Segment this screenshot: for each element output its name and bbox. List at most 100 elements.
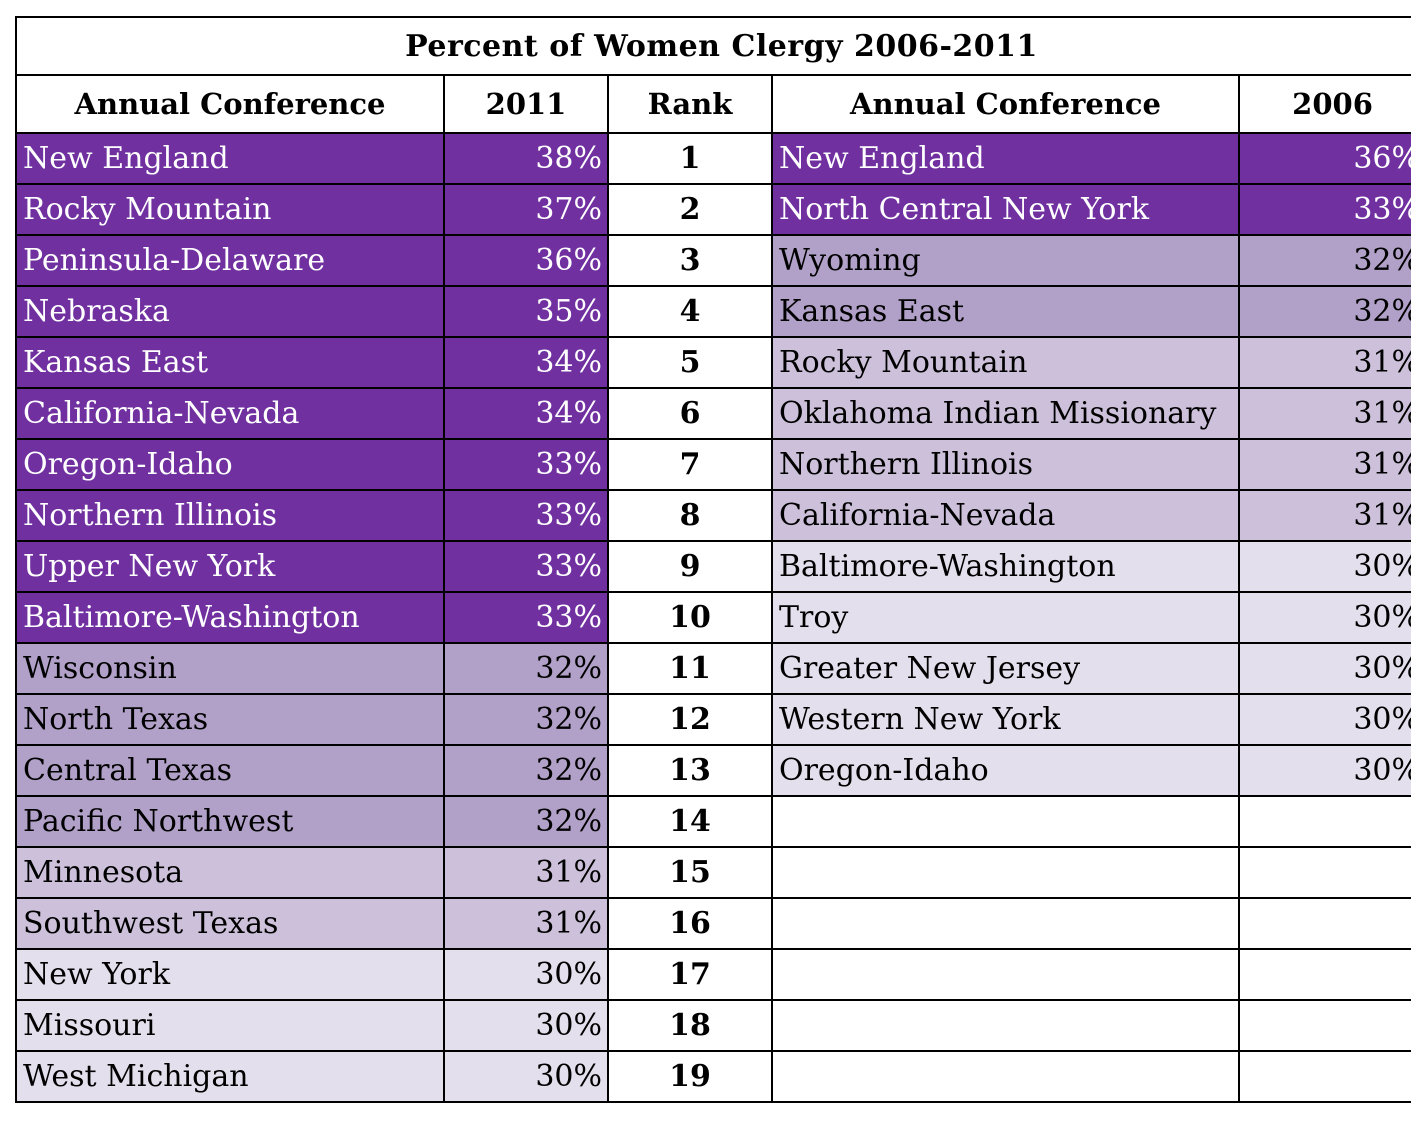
conference-2011-cell: California-Nevada — [15, 387, 445, 440]
percent-2006-cell: 30% — [1237, 540, 1411, 593]
conference-2011-cell: Nebraska — [15, 285, 445, 338]
percent-2011-cell: 33% — [443, 540, 609, 593]
rank-cell: 9 — [607, 540, 773, 593]
conference-2011-cell: Central Texas — [15, 744, 445, 797]
rank-cell: 3 — [607, 234, 773, 287]
rank-cell: 15 — [607, 846, 773, 899]
conference-2011-cell: West Michigan — [15, 1050, 445, 1103]
rank-cell: 14 — [607, 795, 773, 848]
conference-2006-cell — [771, 1050, 1240, 1103]
rank-cell: 6 — [607, 387, 773, 440]
conference-2006-cell: Kansas East — [771, 285, 1240, 338]
percent-2011-cell: 33% — [443, 438, 609, 491]
conference-2006-cell — [771, 948, 1240, 1001]
rank-cell: 1 — [607, 132, 773, 185]
rank-cell: 18 — [607, 999, 773, 1052]
percent-2006-cell — [1237, 897, 1411, 950]
conference-2006-cell: Northern Illinois — [771, 438, 1240, 491]
conference-2011-cell: Southwest Texas — [15, 897, 445, 950]
rank-cell: 7 — [607, 438, 773, 491]
percent-2006-cell: 30% — [1237, 642, 1411, 695]
table-row: Pacific Northwest 32% 14 — [15, 795, 1411, 848]
percent-2011-cell: 32% — [443, 795, 609, 848]
conference-2011-cell: Northern Illinois — [15, 489, 445, 542]
conference-2011-cell: Peninsula-Delaware — [15, 234, 445, 287]
header-annual-conference-2006: Annual Conference — [771, 74, 1240, 134]
header-annual-conference-2011: Annual Conference — [15, 74, 445, 134]
percent-2011-cell: 33% — [443, 489, 609, 542]
percent-2011-cell: 32% — [443, 744, 609, 797]
percent-2011-cell: 37% — [443, 183, 609, 236]
conference-2011-cell: Upper New York — [15, 540, 445, 593]
percent-2011-cell: 36% — [443, 234, 609, 287]
conference-2011-cell: Rocky Mountain — [15, 183, 445, 236]
conference-2011-cell: New England — [15, 132, 445, 185]
rank-cell: 4 — [607, 285, 773, 338]
table-row: Missouri 30% 18 — [15, 999, 1411, 1052]
table-row: Southwest Texas 31% 16 — [15, 897, 1411, 950]
conference-2006-cell: Rocky Mountain — [771, 336, 1240, 389]
percent-2006-cell — [1237, 846, 1411, 899]
percent-2011-cell: 30% — [443, 948, 609, 1001]
conference-2006-cell: New England — [771, 132, 1240, 185]
conference-2006-cell: Baltimore-Washington — [771, 540, 1240, 593]
percent-2006-cell — [1237, 1050, 1411, 1103]
percent-2006-cell: 31% — [1237, 387, 1411, 440]
header-rank: Rank — [607, 74, 773, 134]
conference-2006-cell: Western New York — [771, 693, 1240, 746]
conference-2011-cell: Missouri — [15, 999, 445, 1052]
conference-2006-cell: California-Nevada — [771, 489, 1240, 542]
conference-2011-cell: New York — [15, 948, 445, 1001]
percent-2011-cell: 34% — [443, 387, 609, 440]
rank-cell: 8 — [607, 489, 773, 542]
rank-cell: 2 — [607, 183, 773, 236]
conference-2006-cell: North Central New York — [771, 183, 1240, 236]
rank-cell: 5 — [607, 336, 773, 389]
conference-2011-cell: North Texas — [15, 693, 445, 746]
percent-2011-cell: 38% — [443, 132, 609, 185]
table-row: New York 30% 17 — [15, 948, 1411, 1001]
percent-2011-cell: 35% — [443, 285, 609, 338]
percent-2006-cell: 30% — [1237, 744, 1411, 797]
rank-cell: 16 — [607, 897, 773, 950]
table-row: West Michigan 30% 19 — [15, 1050, 1411, 1103]
conference-2006-cell — [771, 999, 1240, 1052]
header-row: Annual Conference 2011 Rank Annual Confe… — [15, 74, 1411, 134]
rank-cell: 11 — [607, 642, 773, 695]
conference-2006-cell: Oregon-Idaho — [771, 744, 1240, 797]
conference-2011-cell: Pacific Northwest — [15, 795, 445, 848]
percent-2011-cell: 34% — [443, 336, 609, 389]
conference-2011-cell: Oregon-Idaho — [15, 438, 445, 491]
conference-2011-cell: Minnesota — [15, 846, 445, 899]
header-2006: 2006 — [1237, 74, 1411, 134]
table-row: Upper New York 33% 9 Baltimore-Washington 30… — [15, 540, 1411, 593]
conference-2006-cell: Greater New Jersey — [771, 642, 1240, 695]
percent-2011-cell: 32% — [443, 642, 609, 695]
conference-2006-cell — [771, 846, 1240, 899]
percent-2011-cell: 30% — [443, 1050, 609, 1103]
conference-2011-cell: Wisconsin — [15, 642, 445, 695]
table-row: Minnesota 31% 15 — [15, 846, 1411, 899]
conference-2011-cell: Kansas East — [15, 336, 445, 389]
percent-2006-cell: 32% — [1237, 285, 1411, 338]
percent-2011-cell: 33% — [443, 591, 609, 644]
conference-2011-cell: Baltimore-Washington — [15, 591, 445, 644]
title-row: Percent of Women Clergy 2006-2011 — [14, 16, 1411, 76]
table-row: Northern Illinois 33% 8 California-Nevada 31… — [15, 489, 1411, 542]
percent-2006-cell: 31% — [1237, 489, 1411, 542]
conference-2006-cell — [771, 795, 1240, 848]
rank-cell: 19 — [607, 1050, 773, 1103]
percent-2006-cell: 30% — [1237, 693, 1411, 746]
percent-2006-cell: 30% — [1237, 591, 1411, 644]
rank-cell: 17 — [607, 948, 773, 1001]
